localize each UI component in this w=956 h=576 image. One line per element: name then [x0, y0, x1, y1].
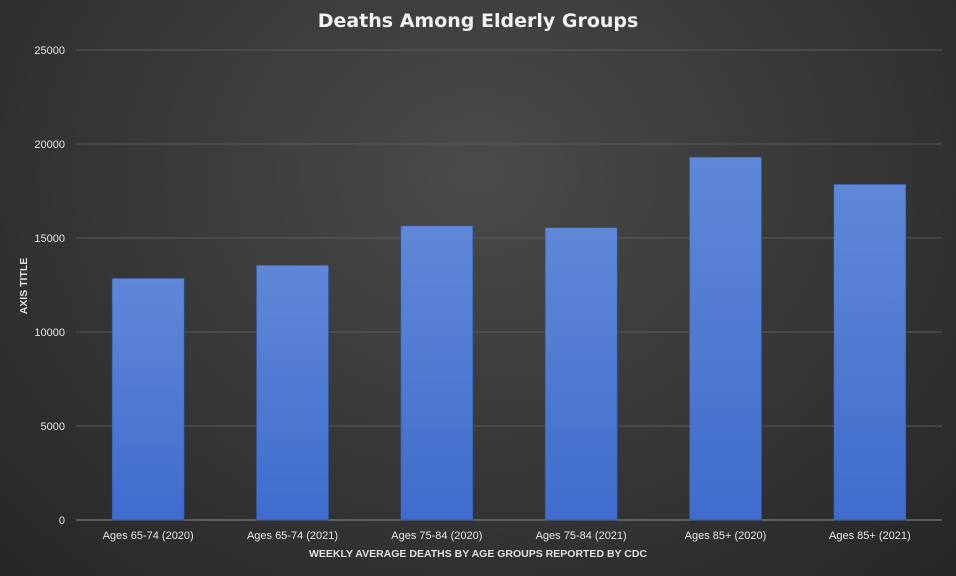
y-axis-title: AXIS TITLE [18, 258, 30, 315]
x-tick-label: Ages 85+ (2020) [685, 530, 767, 542]
x-axis-ticks: Ages 65-74 (2020) Ages 65-74 (2021) Ages 7… [103, 530, 911, 542]
y-tick-label: 10000 [34, 327, 65, 339]
bar [111, 278, 185, 521]
bar [833, 184, 907, 521]
bar [400, 225, 474, 521]
x-tick-label: Ages 65-74 (2021) [247, 530, 338, 542]
bar [544, 227, 618, 521]
bar [256, 264, 329, 521]
x-axis-title: WEEKLY AVERAGE DEATHS BY AGE GROUPS REPO… [309, 548, 647, 560]
y-tick-label: 15000 [34, 233, 65, 245]
x-tick-label: Ages 75-84 (2021) [536, 530, 627, 542]
y-tick-label: 20000 [34, 139, 65, 151]
x-tick-label: Ages 65-74 (2020) [103, 530, 194, 542]
y-axis-ticks: 0 5000 10000 15000 20000 25000 [34, 45, 65, 527]
chart-title: Deaths Among Elderly Groups [318, 10, 639, 32]
x-tick-label: Ages 75-84 (2020) [391, 530, 482, 542]
y-tick-label: 5000 [41, 421, 65, 433]
y-tick-label: 25000 [34, 45, 65, 57]
bar [689, 156, 762, 521]
x-tick-label: Ages 85+ (2021) [829, 530, 911, 542]
gridlines [76, 49, 942, 521]
y-tick-label: 0 [59, 515, 65, 527]
bars [111, 156, 907, 521]
